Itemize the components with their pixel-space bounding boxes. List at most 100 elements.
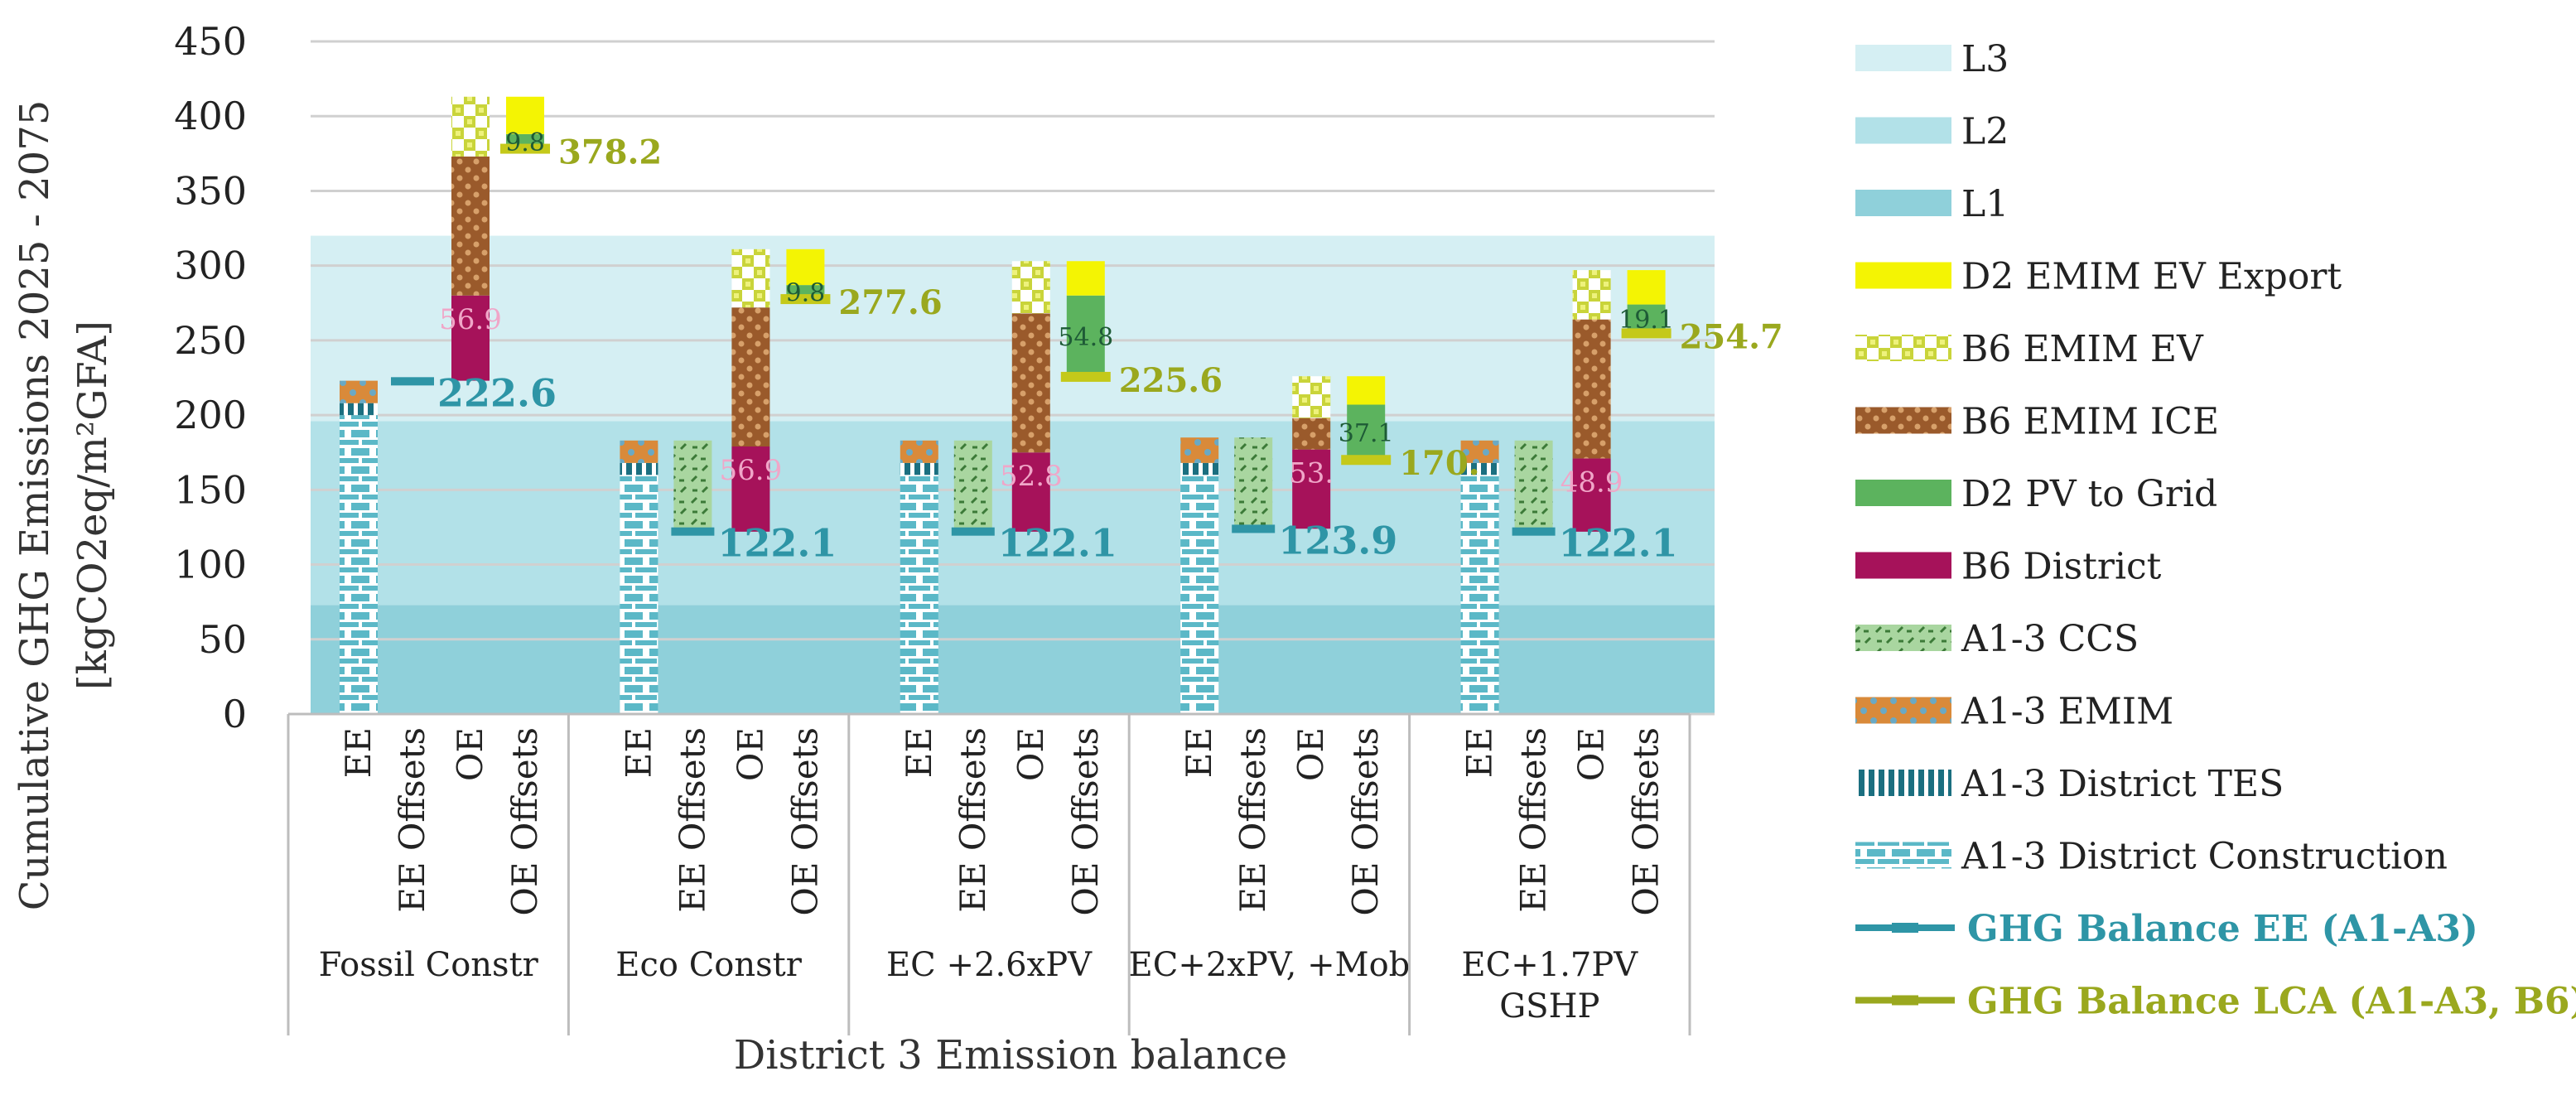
legend-swatch-a1-3-district-tes <box>1855 770 1951 796</box>
legend-label-a1-3-emim: A1-3 EMIM <box>1961 691 2173 733</box>
district-label-g3: 53. <box>1289 457 1334 490</box>
legend-swatch-marker-ghg-balance-lca-a1-a3-b6 <box>1892 995 1918 1006</box>
ee-balance-label-g1: 122.1 <box>717 521 837 566</box>
legend-label-a1-3-district-tes: A1-3 District TES <box>1961 763 2284 805</box>
ee-balance-label-g0: 222.6 <box>437 370 557 415</box>
x-tick-g3-ee-offsets: EE Offsets <box>1233 727 1273 913</box>
bar-g2-ee-a1-3-district-construction <box>900 475 938 714</box>
lca-balance-label-g1: 277.6 <box>838 283 942 322</box>
x-tick-g0-ee: EE <box>338 727 379 778</box>
bar-g1-oe-b6-emim-ev <box>731 249 770 308</box>
x-tick-g3-oe-offsets: OE Offsets <box>1345 727 1386 916</box>
y-tick-250: 250 <box>174 318 247 363</box>
legend-swatch-l2 <box>1855 117 1951 144</box>
legend-label-d2-pv-to-grid: D2 PV to Grid <box>1961 473 2217 515</box>
legend-swatch-d2-pv-to-grid <box>1855 480 1951 506</box>
district-label-g0: 56.9 <box>439 303 502 336</box>
lca-balance-marker-g1 <box>780 294 831 305</box>
group-label-g1-0: Eco Constr <box>615 946 802 984</box>
lca-balance-marker-g4 <box>1621 328 1672 339</box>
bar-g4-oe-offsets-d2-emim-ev-export <box>1627 270 1666 305</box>
x-tick-g1-oe-offsets: OE Offsets <box>784 727 825 916</box>
legend-label-b6-district: B6 District <box>1961 546 2162 588</box>
legend-label-ghg-balance-lca-a1-a3-b6: GHG Balance LCA (A1-A3, B6) <box>1967 981 2576 1023</box>
bar-g3-oe-offsets-d2-emim-ev-export <box>1347 376 1386 405</box>
ee-balance-label-g3: 123.9 <box>1278 518 1397 562</box>
group-label-g3-0: EC+2xPV, +Mob <box>1129 946 1411 984</box>
ee-balance-marker-g4 <box>1512 527 1556 536</box>
legend-swatch-b6-emim-ice <box>1855 407 1951 434</box>
legend-label-l1: L1 <box>1961 183 2009 225</box>
x-axis-title: District 3 Emission balance <box>734 1032 1287 1079</box>
legend-label-b6-emim-ice: B6 EMIM ICE <box>1961 401 2219 443</box>
legend-label-a1-3-district-construction: A1-3 District Construction <box>1961 836 2448 878</box>
bar-g1-ee-a1-3-emim <box>620 440 658 463</box>
pv-label-g3: 37.1 <box>1339 419 1394 448</box>
bar-g3-ee-a1-3-emim <box>1180 437 1219 463</box>
bar-g3-ee-a1-3-district-tes <box>1180 462 1219 475</box>
bar-g1-oe-b6-emim-ice <box>731 307 770 447</box>
bar-g2-oe-b6-emim-ice <box>1011 313 1050 453</box>
bar-g0-oe-offsets-d2-emim-ev-export <box>506 96 544 134</box>
lca-balance-label-g3: 170. <box>1399 444 1479 483</box>
group-label-g2-0: EC +2.6xPV <box>886 946 1093 984</box>
legend-swatch-a1-3-emim <box>1855 697 1951 724</box>
x-axis: EE EE Offsets OE OE Offsets Fossil Constr EE E… <box>287 712 1691 1035</box>
lca-balance-label-g0: 378.2 <box>558 133 662 172</box>
bar-g0-ee-a1-3-emim <box>340 380 378 403</box>
bar-g4-oe-b6-district <box>1572 458 1611 532</box>
bar-g3-ee-offsets-a1-3-ccs <box>1234 437 1273 529</box>
y-tick-100: 100 <box>174 543 247 587</box>
legend-swatch-l3 <box>1855 45 1951 71</box>
bar-g1-oe-b6-district <box>731 446 770 532</box>
legend-label-a1-3-ccs: A1-3 CCS <box>1961 618 2139 660</box>
bar-g0-oe-b6-district <box>451 295 490 381</box>
x-tick-g4-oe-offsets: OE Offsets <box>1626 727 1667 916</box>
band-l1 <box>311 605 1715 714</box>
x-tick-g1-ee: EE <box>618 727 658 778</box>
bar-g2-oe-offsets-d2-pv-to-grid <box>1066 295 1105 377</box>
district-label-g1: 56.9 <box>720 454 783 487</box>
x-tick-g0-oe-offsets: OE Offsets <box>504 727 545 916</box>
ee-balance-marker-g3 <box>1232 524 1276 533</box>
y-axis-unit: [kgCO2eq/m²GFA] <box>70 321 116 690</box>
legend-swatch-a1-3-district-construction <box>1855 842 1951 869</box>
bar-g3-ee-a1-3-district-construction <box>1180 475 1219 714</box>
legend: L3 L2 L1 D2 EMIM EV Export B6 EMIM EV B6 EMIM… <box>1855 38 2576 1023</box>
group-label-g0-0: Fossil Constr <box>319 946 539 984</box>
x-tick-g2-ee: EE <box>899 727 939 778</box>
bar-g2-ee-offsets-a1-3-ccs <box>953 440 992 532</box>
x-tick-g3-ee: EE <box>1179 727 1219 778</box>
y-tick-50: 50 <box>198 617 247 662</box>
legend-swatch-a1-3-ccs <box>1855 625 1951 651</box>
bar-g2-ee-a1-3-emim <box>900 440 938 463</box>
pv-label-g4: 19.1 <box>1618 306 1674 335</box>
ee-balance-label-g4: 122.1 <box>1559 521 1678 566</box>
legend-swatch-l1 <box>1855 190 1951 216</box>
lca-balance-marker-g3 <box>1341 455 1392 466</box>
bar-g4-ee-a1-3-district-construction <box>1460 475 1499 714</box>
bar-g1-oe-offsets-d2-emim-ev-export <box>786 249 825 286</box>
pv-label-g1: 9.8 <box>786 279 826 308</box>
y-tick-150: 150 <box>174 467 247 512</box>
bar-g1-ee-a1-3-district-construction <box>620 475 658 714</box>
legend-label-d2-emim-ev-export: D2 EMIM EV Export <box>1961 256 2342 298</box>
value-labels: 222.6 378.2 9.8 56.9 122.1 277.6 9.8 56.9 122.1 2… <box>391 128 1783 566</box>
district-label-g2: 52.8 <box>1000 460 1063 493</box>
x-tick-g0-ee-offsets: EE Offsets <box>392 727 432 913</box>
bar-g0-oe-b6-emim-ice <box>451 156 490 296</box>
ee-balance-label-g2: 122.1 <box>998 521 1117 566</box>
bar-g3-oe-offsets-d2-pv-to-grid <box>1347 404 1386 461</box>
legend-label-l2: L2 <box>1961 111 2009 153</box>
bar-g4-ee-a1-3-emim <box>1460 440 1499 463</box>
bar-g0-ee-a1-3-district-construction <box>340 415 378 714</box>
bar-g4-oe-b6-emim-ev <box>1572 270 1611 320</box>
lca-balance-label-g4: 254.7 <box>1680 317 1783 356</box>
y-tick-450: 450 <box>174 19 247 64</box>
pv-label-g2: 54.8 <box>1058 323 1113 352</box>
x-tick-g3-oe: OE <box>1290 727 1331 781</box>
group-label-g4-1: GSHP <box>1499 987 1599 1026</box>
lca-balance-label-g2: 225.6 <box>1119 361 1223 400</box>
y-tick-300: 300 <box>174 244 247 288</box>
